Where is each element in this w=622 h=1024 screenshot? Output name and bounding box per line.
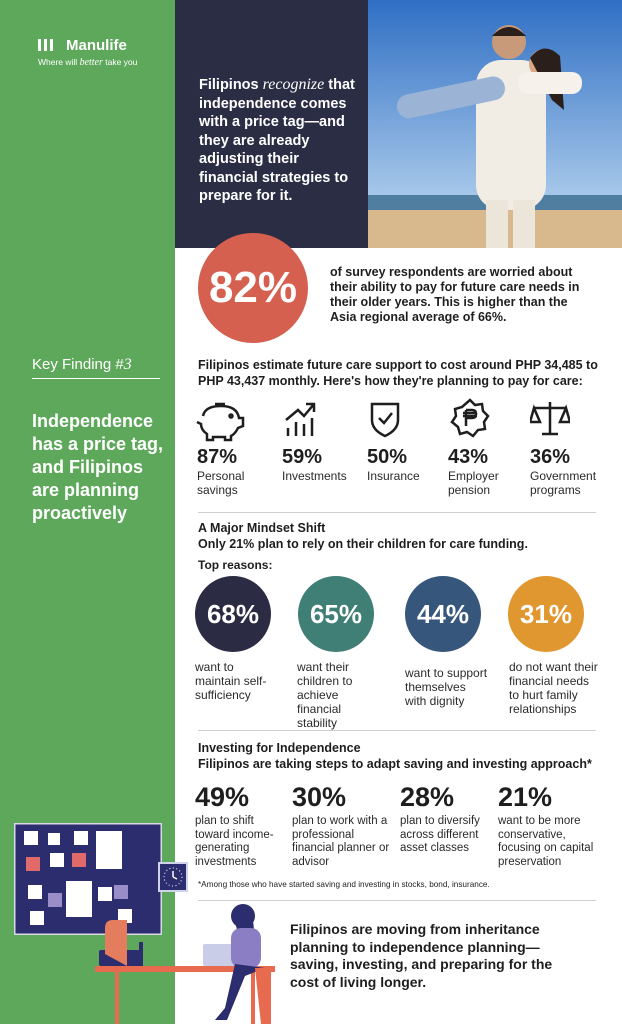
- intro-text: Filipinos recognize that independence co…: [199, 76, 359, 206]
- tagline-text: take you: [102, 57, 138, 67]
- sidebar-headline: Independence has a price tag, and Filipi…: [32, 411, 164, 523]
- reasons-title: Top reasons:: [198, 558, 273, 572]
- government-icon: [530, 402, 570, 436]
- investing-subtitle: Filipinos are taking steps to adapt savi…: [198, 757, 592, 771]
- investing-value: 30%: [292, 782, 347, 812]
- investing-label: plan to shift toward income-generating i…: [195, 815, 274, 868]
- mindset-subtitle: Only 21% plan to rely on their children …: [198, 537, 528, 551]
- investing-label: plan to work with a professional financi…: [292, 815, 390, 868]
- key-finding: Key Finding #3: [32, 356, 132, 374]
- reason-label: want to support themselves with dignity: [405, 666, 488, 708]
- reason-value: 31%: [508, 576, 584, 652]
- care-intro: Filipinos estimate future care support t…: [198, 358, 598, 388]
- footnote: *Among those who have started saving and…: [198, 880, 490, 889]
- logo-mark: [38, 39, 53, 51]
- intro-emphasis: recognize: [262, 76, 325, 93]
- mindset-title: A Major Mindset Shift: [198, 521, 326, 535]
- care-value: 36%: [530, 446, 571, 468]
- key-finding-label: Key Finding #: [32, 356, 124, 373]
- person-illustration: [95, 904, 275, 1024]
- reason-label: do not want their financial needs to hur…: [509, 660, 598, 716]
- care-value: 59%: [282, 446, 323, 468]
- investing-label: plan to diversify across different asset…: [400, 815, 480, 854]
- insurance-icon: [370, 402, 400, 438]
- care-label: Investments: [282, 469, 347, 483]
- intro-lead: Filipinos: [199, 77, 259, 93]
- bulletin-board-illustration: [14, 823, 162, 935]
- investing-label: want to be more conservative, focusing o…: [498, 815, 594, 868]
- care-label: Government programs: [530, 469, 597, 497]
- care-value: 50%: [367, 446, 408, 468]
- key-finding-number: 3: [123, 356, 132, 373]
- care-value: 43%: [448, 446, 489, 468]
- headline-stat: 82%: [198, 233, 308, 343]
- care-value: 87%: [197, 446, 238, 468]
- tagline-emphasis: better: [79, 57, 103, 68]
- divider: [198, 512, 596, 513]
- intro-rest: that independence comes with a price tag…: [199, 77, 355, 204]
- divider: [198, 730, 596, 731]
- care-label: Insurance: [367, 469, 420, 483]
- key-finding-rule: [32, 378, 160, 379]
- tagline-text: Where will: [38, 57, 80, 67]
- reason-value: 65%: [298, 576, 374, 652]
- tagline: Where will better take you: [38, 57, 137, 68]
- investing-value: 21%: [498, 782, 553, 812]
- reason-value: 44%: [405, 576, 481, 652]
- intro-panel: [175, 0, 368, 248]
- reason-label: want their children to achieve financial…: [297, 660, 353, 730]
- reason-value: 68%: [195, 576, 271, 652]
- investing-value: 28%: [400, 782, 455, 812]
- headline-stat-text: of survey respondents are worried about …: [330, 265, 580, 324]
- pension-icon: [450, 398, 490, 438]
- investments-icon: [285, 402, 316, 436]
- investing-title: Investing for Independence: [198, 741, 361, 755]
- divider: [198, 900, 596, 901]
- care-label: Employer pension: [448, 469, 499, 497]
- photo: [368, 0, 622, 248]
- reason-label: want to maintain self-sufficiency: [195, 660, 267, 702]
- care-label: Personal savings: [197, 469, 245, 497]
- closing-text: Filipinos are moving from inheritance pl…: [290, 921, 553, 990]
- brand: Manulife: [66, 37, 127, 54]
- clock-illustration: [158, 862, 188, 892]
- piggy-bank-icon: [196, 402, 245, 442]
- investing-value: 49%: [195, 782, 250, 812]
